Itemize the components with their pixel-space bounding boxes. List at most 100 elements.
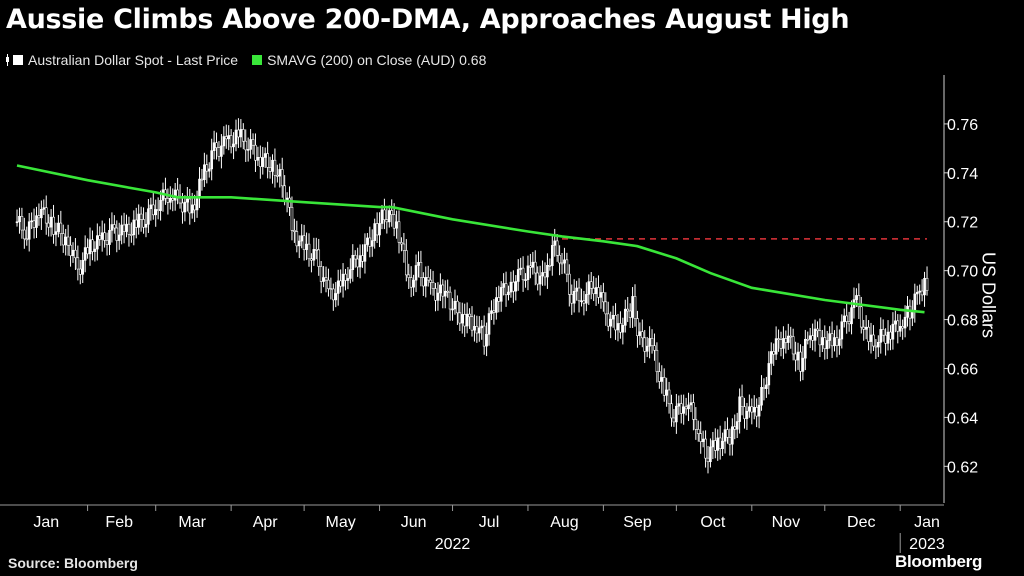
price-candle — [414, 265, 418, 281]
price-candle — [570, 294, 574, 304]
price-candle — [655, 349, 659, 372]
price-candle — [460, 314, 464, 324]
price-candle — [203, 164, 206, 181]
price-candle — [823, 337, 827, 349]
price-candle — [251, 139, 255, 146]
price-candle — [378, 223, 381, 236]
price-candle — [516, 269, 520, 282]
price-candle — [61, 233, 65, 246]
price-candle — [424, 277, 428, 287]
price-candle — [368, 237, 372, 247]
price-candle — [575, 287, 578, 292]
price-candle — [658, 371, 661, 382]
price-candle — [536, 272, 539, 285]
price-candle — [689, 402, 693, 406]
price-candle — [543, 272, 547, 278]
price-candle — [636, 318, 639, 336]
price-candle — [903, 316, 907, 329]
price-candle — [470, 316, 474, 331]
price-candle — [791, 336, 795, 355]
price-candle — [15, 221, 19, 224]
price-candle — [453, 300, 457, 310]
price-candle — [417, 262, 420, 266]
price-candle — [889, 331, 892, 340]
legend-swatch-spot — [13, 55, 23, 65]
price-candle — [541, 272, 544, 277]
price-candle — [682, 406, 685, 414]
price-candle — [263, 153, 267, 158]
price-candle — [757, 404, 761, 417]
legend-item-sma: SMAVG (200) on Close (AUD) 0.68 — [252, 52, 486, 68]
price-candle — [241, 129, 245, 142]
price-candle — [509, 281, 513, 293]
price-candle — [25, 238, 29, 241]
price-candle — [276, 175, 279, 177]
price-candle — [580, 300, 583, 303]
price-candle — [249, 139, 252, 150]
price-candle — [341, 273, 345, 287]
price-candle — [760, 387, 763, 406]
price-candle — [18, 216, 21, 223]
price-candle — [220, 145, 223, 157]
price-candle — [894, 320, 897, 325]
price-candle — [558, 254, 561, 264]
price-candle — [232, 143, 235, 148]
price-candle — [305, 243, 308, 250]
price-candle — [563, 259, 566, 264]
price-candle — [380, 209, 384, 224]
price-candle — [283, 185, 286, 201]
price-candle — [314, 249, 318, 251]
price-candle — [891, 323, 895, 340]
price-candle — [353, 254, 357, 260]
price-candle — [743, 406, 746, 419]
x-month-label: Dec — [847, 514, 875, 531]
price-candle — [76, 257, 80, 270]
price-candle — [390, 210, 394, 215]
price-candle — [784, 338, 788, 343]
price-candle — [254, 144, 257, 161]
price-candle — [339, 280, 342, 287]
y-tick-label: 0.62 — [947, 459, 978, 476]
price-candle — [176, 189, 179, 197]
price-candle — [923, 277, 926, 296]
price-candle — [862, 326, 866, 330]
price-candle — [259, 156, 262, 167]
price-candle — [709, 446, 712, 463]
price-candle — [811, 335, 814, 341]
price-candle — [587, 281, 591, 295]
price-candle — [407, 274, 411, 278]
price-candle — [611, 314, 615, 320]
price-candle — [553, 240, 557, 246]
x-month-label: Feb — [105, 514, 133, 531]
price-candle — [599, 292, 603, 298]
price-candle — [27, 221, 31, 240]
x-month-label: Jul — [479, 514, 499, 531]
price-candle — [521, 267, 525, 281]
price-candle — [329, 288, 333, 290]
price-candle — [100, 232, 104, 240]
price-candle — [293, 230, 296, 232]
price-candle — [86, 247, 89, 255]
price-candle — [874, 345, 878, 348]
price-candle — [83, 247, 87, 261]
price-candle — [426, 277, 430, 281]
price-candle — [555, 240, 559, 256]
price-candle — [142, 219, 145, 228]
x-year-label: 2023 — [909, 536, 945, 553]
price-candle — [667, 389, 671, 405]
price-candle — [215, 142, 218, 148]
price-candle — [925, 277, 929, 291]
price-candle — [40, 208, 43, 219]
price-candle — [699, 433, 703, 442]
price-candle — [222, 136, 226, 147]
price-candle — [731, 426, 734, 445]
price-candle — [485, 334, 488, 347]
price-candle — [546, 264, 549, 278]
price-candle — [529, 265, 532, 268]
price-candle — [66, 236, 70, 246]
candlestick-icon — [6, 54, 10, 66]
price-candle — [412, 279, 415, 288]
price-candle — [344, 273, 347, 281]
price-candle — [159, 200, 162, 211]
x-month-label: Aug — [550, 514, 578, 531]
